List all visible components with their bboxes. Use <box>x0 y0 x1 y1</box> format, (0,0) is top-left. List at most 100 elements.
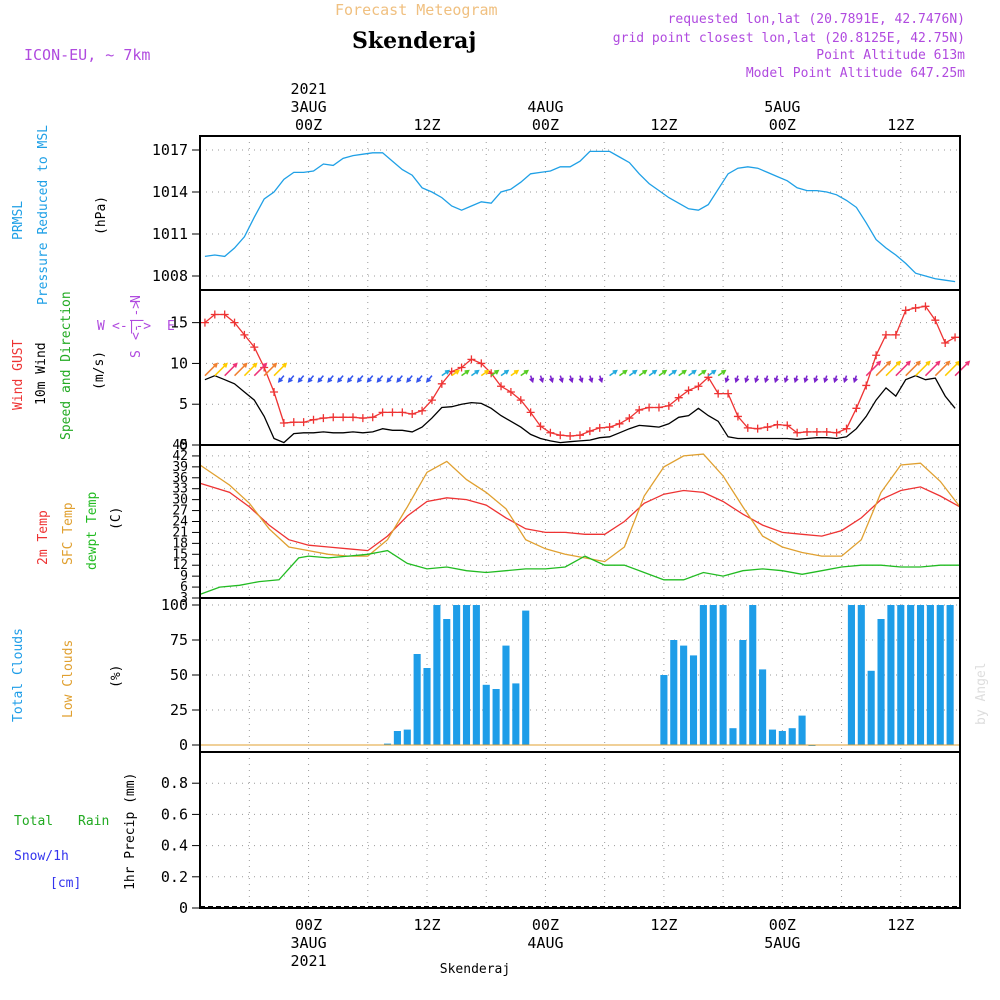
y-tick-label: 24 <box>172 515 188 530</box>
top-time-label: 5AUG <box>764 98 800 116</box>
station-title: Skenderaj <box>352 28 476 54</box>
footer-station: Skenderaj <box>440 962 510 977</box>
gust-marker <box>595 423 604 432</box>
gust-marker <box>605 423 614 432</box>
pressure-unit: (hPa) <box>94 196 109 235</box>
compass-north: N <box>129 295 144 303</box>
top-time-label: 2021 <box>291 80 327 98</box>
wind-direction-arrow <box>609 369 618 377</box>
y-tick-label: 27 <box>172 504 188 519</box>
wind-direction-arrow <box>688 369 697 377</box>
wind-direction-arrow <box>490 369 500 377</box>
cloud-bar <box>689 655 698 745</box>
gust-marker <box>615 419 624 428</box>
wind-direction-arrow <box>297 375 305 383</box>
gust-marker <box>793 428 802 437</box>
gust-marker <box>348 413 357 422</box>
bottom-time-label: 4AUG <box>527 934 563 952</box>
cloud-bar <box>482 684 490 745</box>
wind-direction-arrow <box>793 375 799 384</box>
gust-marker <box>714 389 723 398</box>
model-label: ICON-EU, ~ 7km <box>24 46 150 64</box>
wind-direction-arrow <box>317 375 324 383</box>
gust-marker <box>506 387 515 396</box>
wind-direction-arrow <box>764 375 769 384</box>
pressure-label-prmsl: PRMSL <box>11 201 26 240</box>
wind-direction-arrow <box>754 375 760 384</box>
gust-marker <box>299 418 308 427</box>
wind-direction-arrow <box>773 375 779 384</box>
cloud-bar <box>749 605 757 745</box>
wind-direction-arrow <box>529 375 535 384</box>
bottom-time-label: 00Z <box>295 916 322 934</box>
wind-direction-arrow <box>905 360 921 377</box>
wind-direction-arrow <box>568 375 574 384</box>
temp-unit: (C) <box>109 507 124 530</box>
cloud-bar <box>847 605 855 745</box>
gust-marker <box>901 306 910 315</box>
gust-marker <box>378 408 387 417</box>
panel-frame <box>199 135 961 291</box>
gust-marker <box>783 421 792 430</box>
wind-direction-arrow <box>598 375 604 384</box>
gust-marker <box>240 330 249 339</box>
gust-marker <box>645 403 654 412</box>
gust-marker <box>674 393 683 402</box>
wind-direction-arrow <box>243 362 258 377</box>
precip-total-label: Total <box>14 814 53 829</box>
cloud-bar <box>423 668 431 745</box>
wind-direction-arrow <box>744 375 750 384</box>
wind-direction-arrow <box>895 360 911 377</box>
wind-direction-arrow <box>366 375 374 383</box>
gust-marker <box>250 343 259 352</box>
wind-direction-arrow <box>648 369 658 377</box>
bottom-time-label: 12Z <box>887 916 914 934</box>
wind-direction-arrow <box>214 362 228 377</box>
cloud-bar <box>522 610 530 745</box>
gust-marker <box>862 381 871 390</box>
panels: 1008101110141017051015369121518212427303… <box>152 135 971 917</box>
y-tick-label: 12 <box>172 558 188 573</box>
wind-direction-arrow <box>638 369 648 377</box>
y-tick-label: 18 <box>172 536 188 551</box>
series-line <box>204 374 956 444</box>
wind-unit: (m/s) <box>92 351 107 390</box>
y-tick-label: 1008 <box>152 267 188 285</box>
precip-panel-labels: Total Rain Snow/1h [cm] 1hr Precip (mm) <box>14 773 138 891</box>
cloud-bar <box>916 605 925 745</box>
y-tick-label: 6 <box>180 580 188 595</box>
y-tick-label: 42 <box>172 449 188 464</box>
wind-direction-arrow <box>307 375 315 383</box>
y-tick-label: 1014 <box>152 183 188 201</box>
wind-direction-arrow <box>273 362 288 377</box>
wind-direction-arrow <box>783 375 789 384</box>
bottom-time-label: 00Z <box>769 916 796 934</box>
gust-marker <box>931 316 940 325</box>
gust-marker <box>585 427 594 436</box>
cloud-bar <box>798 715 806 745</box>
gust-marker <box>951 333 960 342</box>
y-tick-label: 100 <box>161 596 188 614</box>
wind-direction-arrow <box>717 369 727 377</box>
wind-direction-arrow <box>287 375 295 383</box>
gust-marker <box>832 428 841 437</box>
wind-direction-arrow <box>337 375 344 383</box>
top-time-label: 00Z <box>532 116 559 134</box>
cloud-bar <box>788 728 796 745</box>
cloud-bar <box>768 729 777 745</box>
cloud-bar <box>897 605 905 745</box>
wind-direction-arrow <box>885 360 902 377</box>
cloud-bar <box>492 689 500 745</box>
cloud-bar <box>926 605 934 745</box>
gust-marker <box>546 428 555 437</box>
y-tick-label: 36 <box>172 471 188 486</box>
gust-marker <box>842 424 851 433</box>
y-tick-label: 15 <box>172 547 188 562</box>
temp-dew-label: dewpt Temp <box>85 492 100 570</box>
gust-marker <box>556 431 565 440</box>
y-tick-label: 0.2 <box>161 868 188 886</box>
gust-marker <box>220 310 229 319</box>
wind-direction-arrow <box>461 369 470 377</box>
wind-direction-arrow <box>724 375 730 384</box>
